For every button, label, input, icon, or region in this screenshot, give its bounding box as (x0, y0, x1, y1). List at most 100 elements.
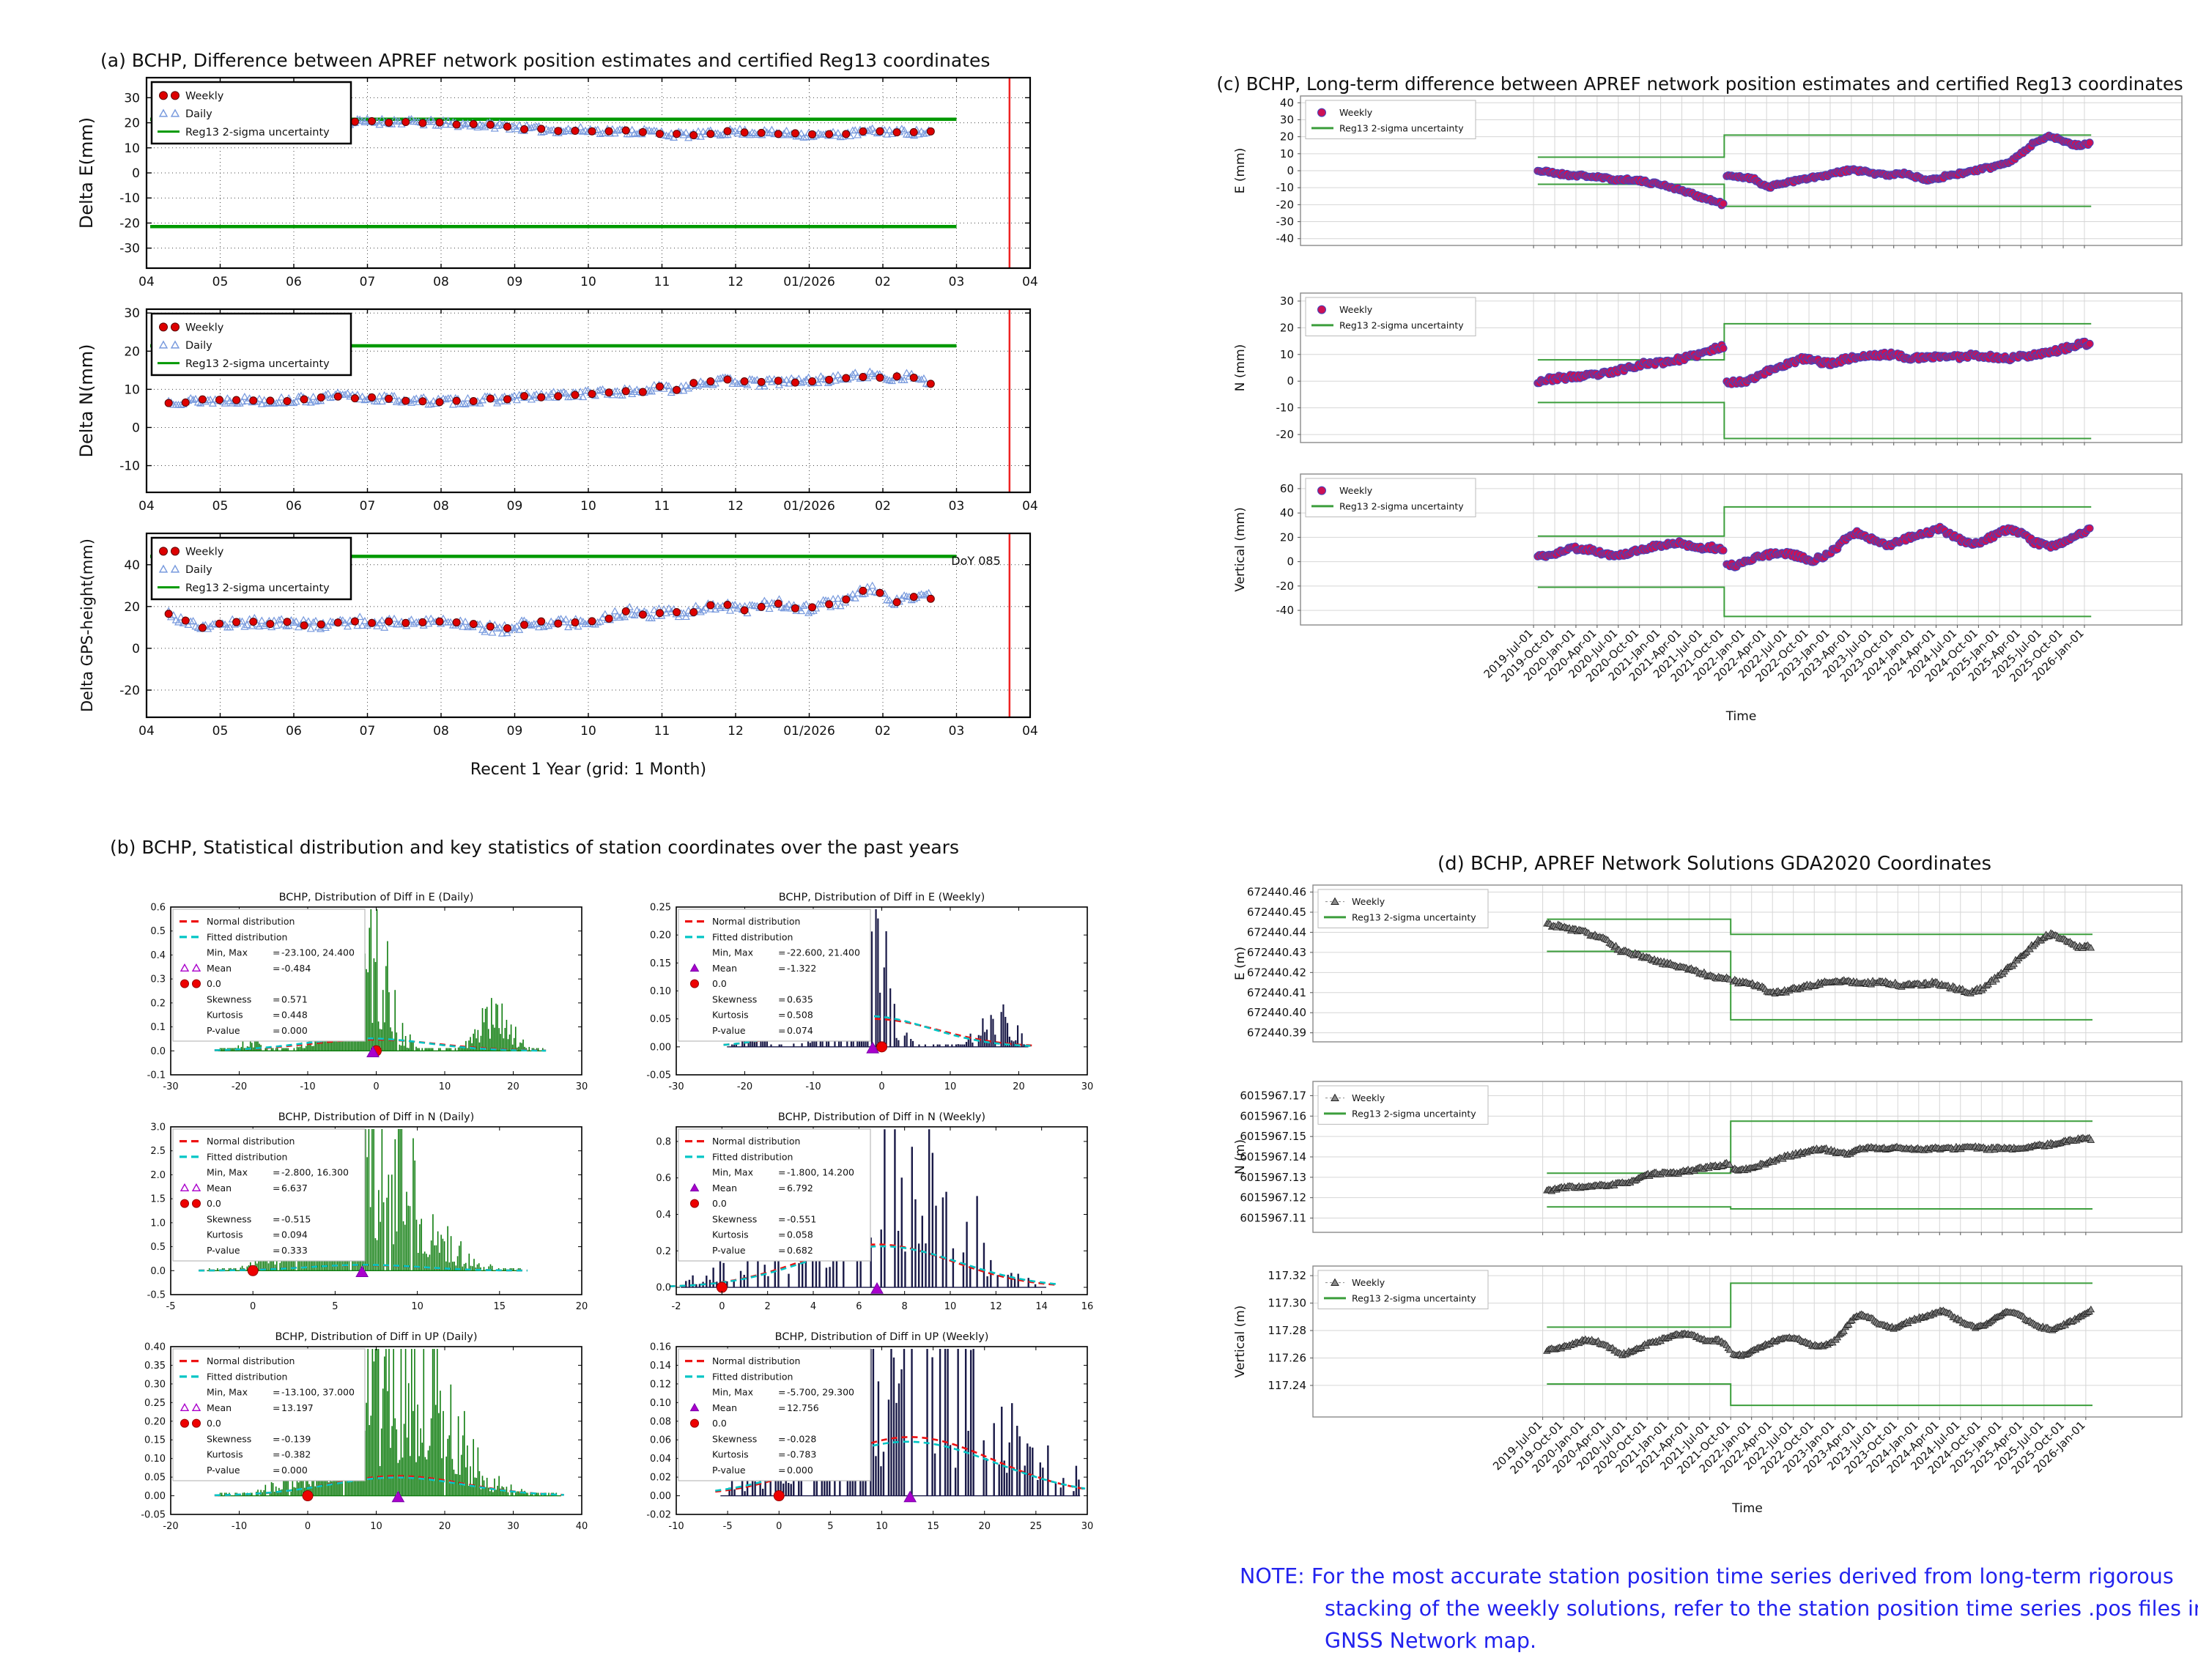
svg-text:=: = (273, 1402, 280, 1413)
svg-text:-0.515: -0.515 (281, 1213, 311, 1224)
svg-text:-10: -10 (1276, 181, 1295, 194)
svg-text:0: 0 (776, 1521, 782, 1532)
svg-text:-10: -10 (668, 1521, 684, 1532)
svg-text:1.5: 1.5 (150, 1194, 166, 1205)
svg-text:Skewness: Skewness (207, 1213, 251, 1224)
svg-text:-10: -10 (805, 1081, 821, 1092)
svg-text:15: 15 (927, 1521, 939, 1532)
svg-text:20: 20 (1013, 1081, 1025, 1092)
svg-text:=: = (778, 1465, 785, 1476)
svg-text:14: 14 (1035, 1301, 1048, 1312)
svg-text:40: 40 (124, 558, 140, 573)
svg-text:04: 04 (138, 275, 155, 289)
svg-text:0: 0 (305, 1521, 311, 1532)
svg-text:Weekly: Weekly (1339, 304, 1373, 315)
svg-text:0.4: 0.4 (150, 950, 166, 961)
svg-text:3.0: 3.0 (150, 1122, 166, 1133)
svg-text:07: 07 (360, 724, 376, 739)
svg-text:30: 30 (1280, 295, 1294, 308)
svg-text:-0.028: -0.028 (787, 1433, 816, 1444)
svg-text:20: 20 (1280, 530, 1294, 544)
svg-text:0.16: 0.16 (650, 1342, 671, 1353)
svg-text:30: 30 (124, 306, 140, 321)
svg-text:BCHP, Distribution of Diff in: BCHP, Distribution of Diff in N (Daily) (278, 1111, 475, 1123)
svg-text:Normal distribution: Normal distribution (712, 1355, 800, 1366)
svg-text:Daily: Daily (185, 340, 212, 352)
svg-text:0.682: 0.682 (787, 1245, 813, 1256)
svg-text:0.0: 0.0 (207, 978, 221, 989)
svg-text:Normal distribution: Normal distribution (207, 1355, 295, 1366)
chart-d-n: 6015967.11 6015967.12 6015967.13 6015967.14… (1231, 1077, 2198, 1241)
svg-text:0.0: 0.0 (712, 978, 727, 989)
svg-text:16: 16 (1081, 1301, 1094, 1312)
svg-text:1.0: 1.0 (150, 1218, 166, 1229)
svg-text:Skewness: Skewness (712, 993, 757, 1004)
svg-text:04: 04 (138, 724, 155, 739)
svg-text:=: = (273, 1213, 280, 1224)
chart-hist-n-weekly: BCHP, Distribution of Diff in N (Weekly)… (619, 1105, 1099, 1325)
svg-text:2.0: 2.0 (150, 1170, 166, 1181)
svg-text:02: 02 (875, 499, 891, 514)
svg-text:Weekly: Weekly (185, 547, 224, 558)
svg-text:40: 40 (1280, 506, 1294, 519)
svg-text:20: 20 (124, 116, 140, 131)
svg-text:11: 11 (654, 499, 670, 514)
svg-text:BCHP, Distribution of Diff in: BCHP, Distribution of Diff in UP (Daily) (275, 1331, 477, 1343)
svg-text:30: 30 (576, 1081, 588, 1092)
svg-text:09: 09 (507, 275, 523, 289)
svg-text:11: 11 (654, 275, 670, 289)
svg-text:Skewness: Skewness (207, 993, 251, 1004)
svg-text:10: 10 (944, 1081, 957, 1092)
svg-text:P-value: P-value (207, 1245, 240, 1256)
svg-text:=: = (273, 1465, 280, 1476)
svg-text:=: = (778, 1245, 785, 1256)
svg-text:-2: -2 (672, 1301, 681, 1312)
svg-text:-5.700, 29.300: -5.700, 29.300 (787, 1387, 854, 1398)
svg-text:0.15: 0.15 (144, 1435, 166, 1446)
svg-text:Vertical (m): Vertical (m) (1233, 1306, 1248, 1378)
svg-text:-30: -30 (119, 242, 140, 256)
svg-text:=: = (778, 1010, 785, 1021)
svg-text:117.24: 117.24 (1268, 1379, 1307, 1392)
svg-text:Reg13 2-sigma uncertainty: Reg13 2-sigma uncertainty (185, 127, 330, 138)
svg-text:0: 0 (878, 1081, 884, 1092)
chart-c-vertical: 2019-Jul-01 2019-Oct-01 2020-Jan-01 2020-Ap… (1231, 470, 2198, 730)
svg-text:-0.382: -0.382 (281, 1449, 311, 1460)
svg-text:0.30: 0.30 (144, 1379, 166, 1390)
chart-hist-e-weekly: BCHP, Distribution of Diff in E (Weekly)… (619, 885, 1099, 1106)
svg-text:12: 12 (728, 275, 744, 289)
svg-text:-40: -40 (1276, 232, 1295, 245)
svg-text:08: 08 (433, 724, 449, 739)
svg-text:Kurtosis: Kurtosis (712, 1229, 749, 1240)
svg-text:P-value: P-value (207, 1025, 240, 1036)
svg-text:Weekly: Weekly (1339, 107, 1373, 118)
svg-text:E (mm): E (mm) (1233, 148, 1248, 194)
svg-text:30: 30 (1081, 1521, 1094, 1532)
svg-text:DoY 085: DoY 085 (951, 554, 1001, 568)
svg-text:-10: -10 (119, 459, 140, 474)
svg-text:0.571: 0.571 (281, 993, 308, 1004)
svg-text:-13.100, 37.000: -13.100, 37.000 (281, 1387, 355, 1398)
svg-text:117.30: 117.30 (1268, 1297, 1307, 1310)
svg-text:-0.139: -0.139 (281, 1433, 311, 1444)
svg-text:P-value: P-value (712, 1245, 746, 1256)
svg-text:672440.42: 672440.42 (1247, 966, 1306, 979)
svg-text:Min, Max: Min, Max (712, 947, 753, 958)
svg-text:Recent 1 Year (grid: 1 Month): Recent 1 Year (grid: 1 Month) (470, 761, 706, 779)
svg-text:02: 02 (875, 275, 891, 289)
svg-text:Weekly: Weekly (1352, 1277, 1385, 1288)
svg-text:20: 20 (1280, 130, 1294, 144)
svg-text:=: = (778, 947, 785, 958)
svg-text:60: 60 (1280, 482, 1294, 495)
svg-text:07: 07 (360, 499, 376, 514)
svg-text:05: 05 (212, 275, 229, 289)
svg-text:06: 06 (286, 724, 302, 739)
svg-text:Fitted distribution: Fitted distribution (207, 1151, 287, 1162)
svg-text:0.08: 0.08 (650, 1416, 671, 1427)
svg-text:0: 0 (373, 1081, 379, 1092)
svg-text:Normal distribution: Normal distribution (712, 916, 800, 927)
svg-text:6: 6 (856, 1301, 862, 1312)
svg-text:P-value: P-value (207, 1465, 240, 1476)
svg-text:BCHP, Distribution of Diff in: BCHP, Distribution of Diff in UP (Weekly… (775, 1331, 989, 1343)
svg-text:Time: Time (1725, 709, 1757, 724)
